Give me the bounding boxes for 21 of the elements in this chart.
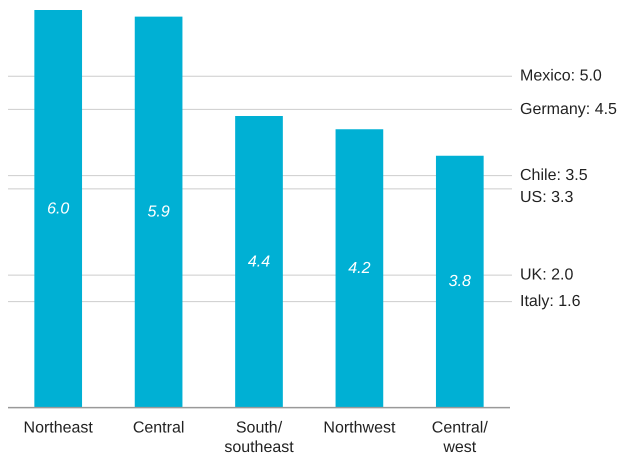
data-label: 4.2	[348, 260, 371, 277]
bar	[235, 116, 283, 408]
bar	[436, 156, 484, 408]
x-tick-label: Northwest	[323, 420, 396, 437]
bar	[34, 10, 82, 408]
data-label: 5.9	[147, 204, 170, 221]
bar	[336, 129, 384, 408]
ref-line-label: Germany: 4.5	[520, 100, 618, 118]
x-tick-label: Northeast	[24, 420, 94, 437]
data-label: 4.4	[248, 253, 270, 270]
ref-line-label: Italy: 1.6	[520, 292, 581, 310]
x-tick-label: Central	[132, 420, 184, 437]
ref-line-label: Chile: 3.5	[520, 167, 588, 184]
ref-line-label: UK: 2.0	[520, 266, 574, 284]
x-tick-label: Central/ west	[432, 420, 488, 456]
ref-line-label: Mexico: 5.0	[520, 68, 602, 85]
x-tick-label: South/ southeast	[224, 420, 294, 456]
data-label: 6.0	[47, 200, 70, 218]
bar	[134, 16, 182, 408]
ref-line-label: US: 3.3	[520, 189, 574, 206]
data-label: 3.8	[448, 273, 472, 290]
